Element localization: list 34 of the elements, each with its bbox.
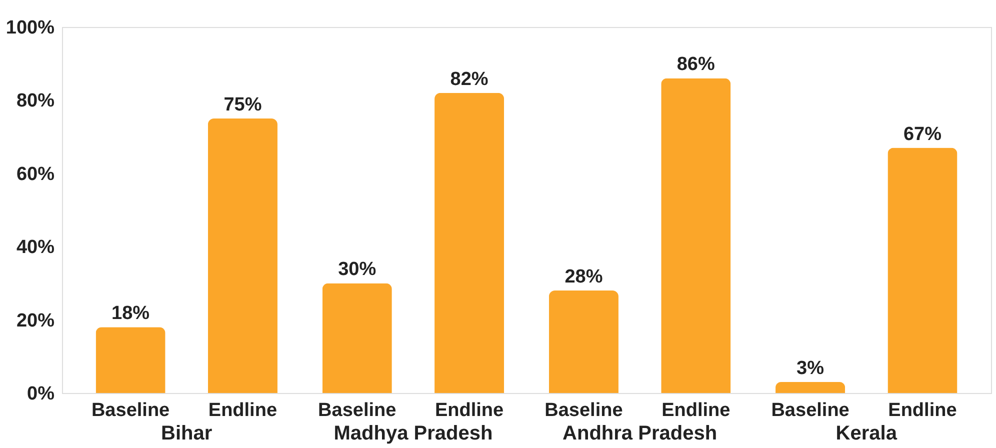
data-label: 30% <box>338 259 376 280</box>
bar <box>776 382 846 393</box>
series-label: Baseline <box>544 400 623 421</box>
data-label: 86% <box>676 54 715 76</box>
y-tick-label: 100% <box>6 18 55 38</box>
y-tick-label: 20% <box>16 310 55 332</box>
bar <box>96 327 166 393</box>
y-tick-label: 40% <box>16 237 55 258</box>
x-tick-label: Kerala <box>836 422 898 444</box>
bar <box>661 78 731 393</box>
bar <box>434 92 504 393</box>
text: Baseline <box>318 400 396 421</box>
text: Baseline <box>771 400 850 421</box>
y-tick-label: 60% <box>16 164 55 185</box>
data-label: 28% <box>564 266 603 288</box>
x-tick-label: Madhya Pradesh <box>334 422 493 444</box>
series-label: Endline <box>208 400 278 421</box>
bar <box>888 148 958 393</box>
bar <box>208 118 278 393</box>
text: Endline <box>434 400 504 421</box>
y-tick-label: 0% <box>27 384 55 404</box>
y-tick-label: 80% <box>16 90 55 112</box>
data-label: 18% <box>112 303 150 324</box>
data-label: 3% <box>796 358 824 380</box>
x-tick-label: Andhra Pradesh <box>562 422 718 444</box>
text: Baseline <box>91 400 170 421</box>
bar <box>322 283 392 393</box>
text: Endline <box>662 400 730 421</box>
data-label: 75% <box>224 94 262 116</box>
x-tick-label: Bihar <box>161 422 212 444</box>
text: Endline <box>888 400 957 421</box>
bar <box>548 290 618 393</box>
data-label: 82% <box>450 68 488 90</box>
data-label: 67% <box>903 124 942 145</box>
